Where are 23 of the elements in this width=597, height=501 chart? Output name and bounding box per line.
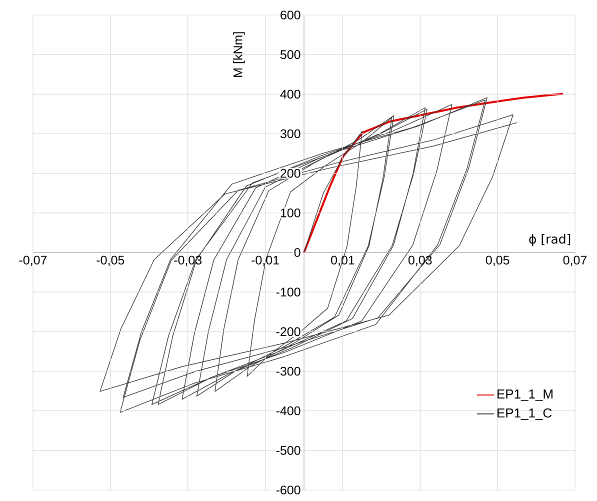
- y-tick-label: 500: [280, 50, 300, 60]
- x-tick-label: -0,07: [19, 256, 47, 266]
- y-tick-label: -400: [276, 406, 300, 416]
- x-tick-label: 0,05: [486, 256, 510, 266]
- y-tick-label: -200: [276, 327, 300, 336]
- x-tick-label: 0,07: [563, 256, 587, 266]
- y-tick-label: 600: [280, 10, 300, 20]
- y-tick-label: 200: [280, 168, 300, 178]
- y-tick-label: -100: [276, 288, 300, 297]
- y-tick-label: 300: [280, 129, 300, 138]
- y-tick-label: 100: [280, 208, 300, 218]
- y-tick-label: 0: [294, 248, 300, 257]
- legend-label: EP1_1_M: [498, 390, 552, 402]
- x-tick-label: 0,01: [331, 256, 354, 266]
- y-tick-label: -500: [276, 446, 300, 455]
- y-axis-title: M [kNm]: [233, 32, 245, 77]
- x-tick-label: -0,01: [252, 256, 279, 266]
- x-axis-title: ϕ [rad]: [529, 234, 570, 246]
- y-tick-label: 400: [280, 90, 300, 99]
- x-tick-label: -0,05: [96, 256, 124, 266]
- legend-label: EP1_1_C: [498, 408, 552, 420]
- y-tick-label: -600: [276, 486, 300, 494]
- y-tick-label: -300: [276, 366, 300, 376]
